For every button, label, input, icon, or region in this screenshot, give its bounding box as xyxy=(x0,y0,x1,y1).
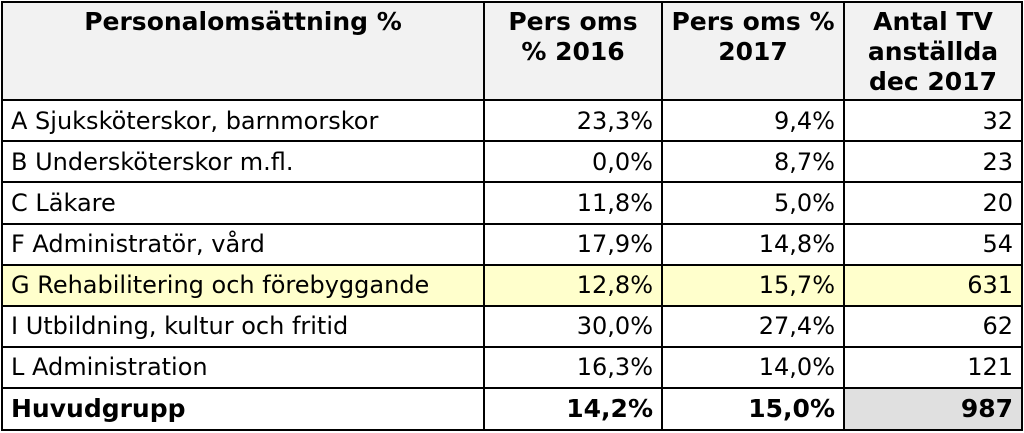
total-row: Huvudgrupp 14,2% 15,0% 987 xyxy=(1,386,1023,432)
header-turnover-2017: Pers oms % 2017 xyxy=(661,0,845,102)
total-label: Huvudgrupp xyxy=(1,386,485,432)
employee-count-cell: 20 xyxy=(843,181,1023,225)
table-row: F Administratör, vård 17,9% 14,8% 54 xyxy=(1,222,1023,266)
header-employee-count: Antal TV anställda dec 2017 xyxy=(843,0,1023,102)
row-label: L Administration xyxy=(1,345,485,389)
turnover-2016-cell: 0,0% xyxy=(483,140,663,184)
row-label: B Undersköterskor m.fl. xyxy=(1,140,485,184)
row-label: I Utbildning, kultur och fritid xyxy=(1,304,485,348)
header-turnover-2016: Pers oms % 2016 xyxy=(483,0,663,102)
total-employee-count: 987 xyxy=(843,386,1023,432)
turnover-2016-cell: 30,0% xyxy=(483,304,663,348)
turnover-2016-cell: 23,3% xyxy=(483,99,663,143)
table-row: B Undersköterskor m.fl. 0,0% 8,7% 23 xyxy=(1,140,1023,184)
row-label: G Rehabilitering och förebyggande xyxy=(1,263,485,307)
employee-count-cell: 121 xyxy=(843,345,1023,389)
header-row: Personalomsättning % Pers oms % 2016 Per… xyxy=(1,0,1023,102)
employee-count-cell: 631 xyxy=(843,263,1023,307)
turnover-2016-cell: 12,8% xyxy=(483,263,663,307)
total-turnover-2016: 14,2% xyxy=(483,386,663,432)
turnover-2017-cell: 8,7% xyxy=(661,140,845,184)
turnover-2017-cell: 9,4% xyxy=(661,99,845,143)
turnover-2016-cell: 11,8% xyxy=(483,181,663,225)
table-row: A Sjuksköterskor, barnmorskor 23,3% 9,4%… xyxy=(1,99,1023,143)
employee-count-cell: 62 xyxy=(843,304,1023,348)
row-label: C Läkare xyxy=(1,181,485,225)
table-row: L Administration 16,3% 14,0% 121 xyxy=(1,345,1023,389)
row-label: A Sjuksköterskor, barnmorskor xyxy=(1,99,485,143)
row-label: F Administratör, vård xyxy=(1,222,485,266)
employee-count-cell: 23 xyxy=(843,140,1023,184)
table-row: I Utbildning, kultur och fritid 30,0% 27… xyxy=(1,304,1023,348)
turnover-2017-cell: 27,4% xyxy=(661,304,845,348)
turnover-2017-cell: 15,7% xyxy=(661,263,845,307)
turnover-2017-cell: 5,0% xyxy=(661,181,845,225)
turnover-2016-cell: 16,3% xyxy=(483,345,663,389)
turnover-2017-cell: 14,8% xyxy=(661,222,845,266)
turnover-2017-cell: 14,0% xyxy=(661,345,845,389)
header-category: Personalomsättning % xyxy=(1,0,485,102)
employee-count-cell: 54 xyxy=(843,222,1023,266)
total-turnover-2017: 15,0% xyxy=(661,386,845,432)
table-row-highlighted: G Rehabilitering och förebyggande 12,8% … xyxy=(1,263,1023,307)
table-row: C Läkare 11,8% 5,0% 20 xyxy=(1,181,1023,225)
turnover-2016-cell: 17,9% xyxy=(483,222,663,266)
employee-count-cell: 32 xyxy=(843,99,1023,143)
